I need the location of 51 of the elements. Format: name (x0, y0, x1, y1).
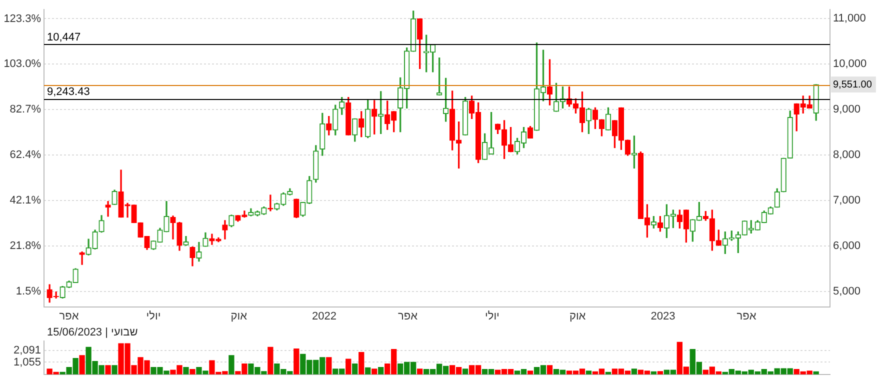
y-tick-label: 6,000 (833, 240, 861, 252)
bar (294, 348, 300, 374)
x-tick-label: 2023 (650, 310, 676, 322)
x-tick-label: 2022 (312, 310, 336, 322)
bar (183, 367, 189, 374)
bar (326, 357, 332, 374)
y-tick-label: 11,000 (833, 12, 866, 25)
x-tick-label: יולי (485, 310, 500, 322)
text: שבועי | 15/06/2023 (47, 326, 138, 339)
bar (346, 358, 352, 374)
x-tick-label: אפר (398, 310, 418, 322)
y2-tick-label: 21.8% (10, 240, 42, 252)
x-tick-label: אפר (59, 310, 79, 322)
bar (268, 346, 274, 374)
bar (546, 365, 553, 374)
bar (358, 352, 364, 374)
y2-tick-label: 1.5% (16, 285, 42, 298)
y-tick-label: 9,000 (833, 104, 861, 116)
bar (365, 367, 371, 374)
y2-tick-label: 42.1% (10, 194, 42, 207)
x-tick-label: אפר (736, 310, 756, 322)
y2-tick-label: 82.7% (10, 104, 42, 116)
y-tick-label: 7,000 (833, 194, 861, 206)
x-tick-label: יולי (146, 310, 161, 322)
bar (372, 368, 378, 374)
bar (228, 355, 234, 374)
bar (631, 368, 638, 374)
bar (586, 370, 592, 374)
ref-line-label: 10,447 (47, 31, 81, 44)
y2-tick-label: 103.0% (4, 58, 42, 70)
y-tick-label: 5,000 (833, 285, 861, 298)
y2-tick-label: 62.4% (10, 149, 42, 162)
ref-line-label: 9,551.00 (833, 79, 872, 90)
y-tick-label: 1,055 (13, 356, 41, 368)
bar (105, 365, 111, 374)
bar (527, 370, 534, 374)
candlestick (105, 201, 111, 217)
bar (112, 365, 118, 374)
ref-line-label: 9,243.43 (47, 86, 90, 98)
y-tick-label: 8,000 (833, 149, 861, 162)
bar (352, 363, 358, 374)
bar (417, 368, 423, 374)
bar (190, 369, 196, 374)
bar (79, 355, 85, 374)
x-tick-label: אוק (230, 310, 248, 322)
bar (462, 368, 468, 374)
bar (378, 367, 384, 374)
y2-tick-label: 123.3% (4, 12, 42, 25)
x-tick-label: אוק (569, 310, 586, 322)
y-tick-label: 2,091 (13, 344, 41, 356)
y-tick-label: 10,000 (833, 58, 867, 70)
